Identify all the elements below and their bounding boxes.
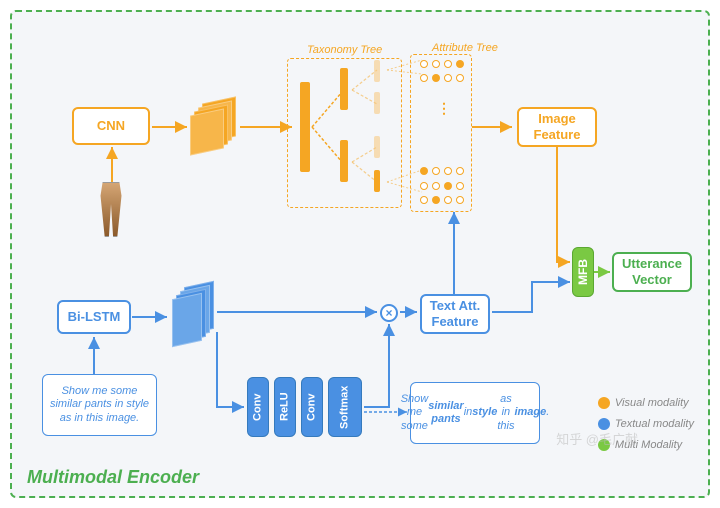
pants-image [90, 182, 132, 237]
utterance-vector-block: Utterance Vector [612, 252, 692, 292]
op-conv-2: Conv [301, 377, 323, 437]
tax-bar-root [300, 82, 310, 172]
attr-vdots-1: ⋮ [437, 104, 451, 112]
mfb-block: MFB [572, 247, 594, 297]
tax-bar-3c [374, 136, 380, 158]
watermark: 知乎 @毛广献 [556, 429, 638, 448]
t2-p3: style [472, 406, 497, 419]
t2-p6: . [546, 406, 549, 419]
tax-bar-3b [374, 92, 380, 114]
image-feature-block: Image Feature [517, 107, 597, 147]
op-relu: ReLU [274, 377, 296, 437]
t2-p0: Show me some [401, 393, 429, 433]
input-text-1: Show me some similar pants in style as i… [42, 374, 157, 436]
tax-bar-3a [374, 60, 380, 82]
t2-p4: as in this [497, 393, 514, 433]
op-softmax: Softmax [328, 377, 362, 437]
text-att-block: Text Att. Feature [420, 294, 490, 334]
legend-visual: Visual modality [598, 393, 694, 414]
cnn-tensor [190, 100, 240, 155]
taxonomy-label: Taxonomy Tree [307, 44, 382, 56]
bilstm-block: Bi-LSTM [57, 300, 131, 334]
input-text-2: Show me some similar pants in style as i… [410, 382, 540, 444]
tax-bar-3d [374, 170, 380, 192]
cnn-block: CNN [72, 107, 150, 145]
t2-p5: image [514, 406, 546, 419]
multiply-icon: × [380, 304, 398, 322]
attribute-label: Attribute Tree [432, 42, 498, 54]
diagram-title: Multimodal Encoder [27, 467, 199, 488]
op-conv-1: Conv [247, 377, 269, 437]
tax-bar-1 [340, 68, 348, 110]
t2-p2: in [464, 406, 473, 419]
tax-bar-2 [340, 140, 348, 182]
bilstm-tensor [170, 284, 218, 350]
t2-p1: similar pants [428, 400, 463, 426]
encoder-frame: Multimodal Encoder CNN Taxonomy Tree Att… [10, 10, 710, 498]
